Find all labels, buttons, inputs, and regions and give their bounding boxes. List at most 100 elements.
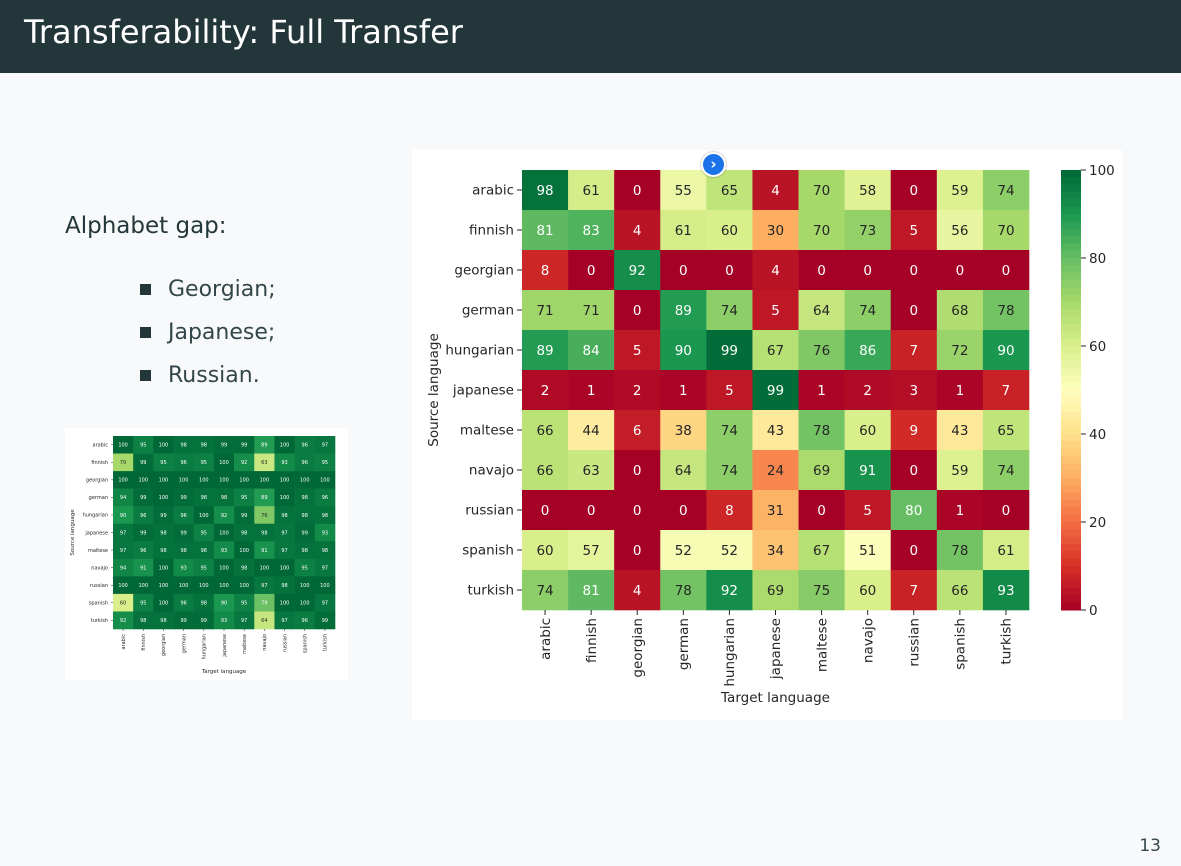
heatmap-cell xyxy=(173,488,195,507)
colorbar-segment xyxy=(1061,412,1081,420)
cell-value-label: 97 xyxy=(261,583,267,589)
heatmap-cell xyxy=(314,453,336,472)
cell-value-label: 94 xyxy=(120,565,126,571)
cell-value-label: 97 xyxy=(322,565,328,571)
cell-value-label: 95 xyxy=(241,495,247,501)
heatmap-cell xyxy=(798,330,845,371)
colorbar-segment xyxy=(1061,566,1081,574)
x-tick-label: finnish xyxy=(141,634,147,651)
cell-value-label: 89 xyxy=(675,303,692,319)
cell-value-label: 7 xyxy=(909,343,918,359)
heatmap-cell xyxy=(844,170,892,211)
cell-value-label: 98 xyxy=(536,183,553,199)
cell-value-label: 5 xyxy=(771,303,780,319)
cell-value-label: 92 xyxy=(721,583,738,599)
heatmap-cell xyxy=(234,436,255,454)
heatmap-cell xyxy=(706,570,753,611)
heatmap-cell xyxy=(890,370,938,411)
heatmap-cell xyxy=(706,250,753,291)
cell-value-label: 59 xyxy=(951,183,968,199)
cell-value-label: 5 xyxy=(725,383,734,399)
cell-value-label: 76 xyxy=(261,513,267,519)
bullet-item: Japanese; xyxy=(140,311,276,354)
heatmap-cell xyxy=(173,506,195,525)
y-tick-label: spanish xyxy=(462,543,514,559)
heatmap-cell xyxy=(982,490,1030,531)
cell-value-label: 100 xyxy=(280,478,290,484)
heatmap-cell xyxy=(982,290,1030,331)
cell-value-label: 94 xyxy=(120,495,126,501)
colorbar-segment xyxy=(1061,448,1081,457)
heatmap-cell xyxy=(568,290,615,331)
cell-value-label: 60 xyxy=(859,583,876,599)
chevron-right-icon[interactable]: › xyxy=(701,152,726,177)
colorbar-segment xyxy=(1061,404,1081,413)
heatmap-cell xyxy=(153,558,174,577)
cell-value-label: 52 xyxy=(675,543,692,559)
cell-value-label: 96 xyxy=(180,600,186,606)
heatmap-cell xyxy=(254,471,275,489)
cell-value-label: 89 xyxy=(261,443,267,449)
cell-value-label: 74 xyxy=(859,303,876,319)
y-tick-label: russian xyxy=(90,583,108,589)
colorbar-segment xyxy=(1061,243,1081,252)
cell-value-label: 97 xyxy=(281,618,287,624)
cell-value-label: 63 xyxy=(261,460,267,466)
cell-value-label: 100 xyxy=(159,495,169,501)
y-tick-label: hungarian xyxy=(445,343,514,359)
cell-value-label: 100 xyxy=(219,478,229,484)
bullet-text: Russian. xyxy=(168,363,260,388)
heatmap-cell xyxy=(706,410,753,451)
cell-value-label: 0 xyxy=(587,503,596,519)
heatmap-cell xyxy=(660,490,707,531)
cell-value-label: 83 xyxy=(583,223,600,239)
cell-value-label: 98 xyxy=(241,565,247,571)
heatmap-cell xyxy=(568,170,615,211)
heatmap-cell xyxy=(982,170,1030,211)
cell-value-label: 51 xyxy=(859,543,876,559)
heatmap-cell xyxy=(660,170,707,211)
cell-value-label: 96 xyxy=(322,495,328,501)
heatmap-cell xyxy=(752,250,799,291)
cell-value-label: 98 xyxy=(261,530,267,536)
colorbar-segment xyxy=(1061,368,1081,376)
heatmap-cell xyxy=(133,576,154,595)
cell-value-label: 74 xyxy=(721,423,738,439)
cell-value-label: 0 xyxy=(679,263,688,279)
cell-value-label: 3 xyxy=(909,383,918,399)
cell-value-label: 100 xyxy=(159,443,169,449)
heatmap-cell xyxy=(568,250,615,291)
cell-value-label: 100 xyxy=(320,583,330,589)
cell-value-label: 78 xyxy=(675,583,692,599)
cell-value-label: 98 xyxy=(302,495,308,501)
cell-value-label: 100 xyxy=(280,600,290,606)
heatmap-cell xyxy=(660,530,707,571)
heatmap-cell xyxy=(844,410,892,451)
cell-value-label: 99 xyxy=(180,618,186,624)
heatmap-cell xyxy=(213,541,235,560)
colorbar-segment xyxy=(1061,397,1081,406)
colorbar-segment xyxy=(1061,426,1081,435)
heatmap-cell xyxy=(844,530,892,571)
cell-value-label: 100 xyxy=(320,478,330,484)
cell-value-label: 98 xyxy=(160,530,166,536)
heatmap-cell xyxy=(153,593,174,612)
cell-value-label: 61 xyxy=(997,543,1014,559)
colorbar-tick-label: 40 xyxy=(1089,427,1106,443)
heatmap-cell xyxy=(274,506,295,525)
heatmap-cell xyxy=(294,558,316,577)
heatmap-cell xyxy=(844,210,892,251)
heatmap-cell xyxy=(193,593,215,612)
y-tick-label: spanish xyxy=(89,600,108,606)
x-tick-label: hungarian xyxy=(202,634,208,659)
x-tick-label: turkish xyxy=(999,618,1015,665)
cell-value-label: 0 xyxy=(1002,263,1011,279)
cell-value-label: 98 xyxy=(140,618,146,624)
cell-value-label: 98 xyxy=(160,548,166,554)
heatmap-cell xyxy=(522,210,569,251)
cell-value-label: 98 xyxy=(322,513,328,519)
cell-value-label: 90 xyxy=(120,513,126,519)
heatmap-cell xyxy=(193,453,215,472)
cell-value-label: 9 xyxy=(909,423,918,439)
cell-value-label: 99 xyxy=(180,530,186,536)
